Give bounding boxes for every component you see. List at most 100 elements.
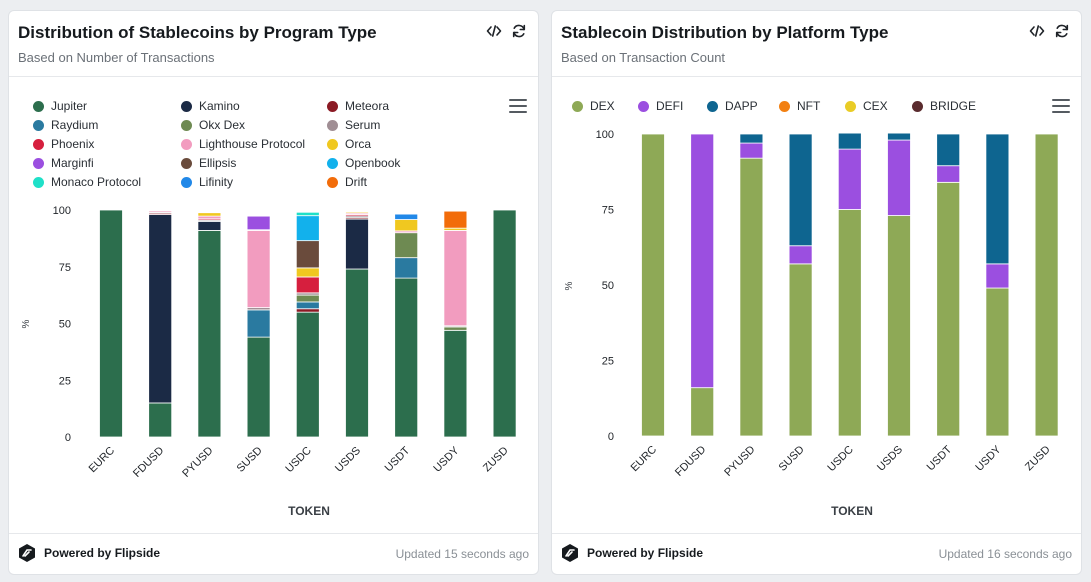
- bar-segment-usdc-orca[interactable]: [295, 267, 320, 278]
- card-title: Stablecoin Distribution by Platform Type: [561, 23, 889, 42]
- refresh-icon[interactable]: [1054, 23, 1070, 39]
- bar-segment-pyusd-kamino[interactable]: [197, 220, 222, 231]
- bar-segment-usdt-defi[interactable]: [936, 165, 961, 183]
- bar-segment-fdusd-jupiter[interactable]: [148, 402, 173, 438]
- legend-label: DAPP: [725, 99, 758, 113]
- bar-segment-usdc-dapp[interactable]: [837, 132, 862, 150]
- x-tick-label: FDUSD: [131, 445, 166, 480]
- card-subtitle: Based on Number of Transactions: [18, 50, 215, 65]
- legend-item-bridge[interactable]: BRIDGE: [912, 99, 976, 113]
- x-tick-label: SUSD: [235, 445, 265, 475]
- legend-item-openbook[interactable]: Openbook: [327, 156, 400, 170]
- bar-segment-usdt-dex[interactable]: [936, 181, 961, 437]
- bar-segment-usdy-okx-dex[interactable]: [443, 326, 468, 331]
- code-icon[interactable]: [1029, 23, 1045, 39]
- bar-segment-pyusd-defi[interactable]: [739, 142, 764, 159]
- legend-item-orca[interactable]: Orca: [327, 137, 371, 151]
- bar-segment-usds-kamino[interactable]: [345, 218, 369, 270]
- bar-segment-zusd-dex[interactable]: [1034, 133, 1059, 437]
- legend-item-jupiter[interactable]: Jupiter: [33, 99, 87, 113]
- legend-item-lifinity[interactable]: Lifinity: [181, 175, 233, 189]
- flipside-logo-icon: [562, 544, 578, 562]
- bar-segment-usdc-defi[interactable]: [837, 148, 862, 210]
- legend-item-marginfi[interactable]: Marginfi: [33, 156, 94, 170]
- legend-item-phoenix[interactable]: Phoenix: [33, 137, 94, 151]
- legend-item-drift[interactable]: Drift: [327, 175, 367, 189]
- bar-segment-usdt-raydium[interactable]: [394, 257, 419, 279]
- refresh-icon[interactable]: [511, 23, 527, 39]
- legend-item-dapp[interactable]: DAPP: [707, 99, 758, 113]
- code-icon[interactable]: [486, 23, 502, 39]
- legend-label: Lifinity: [199, 175, 234, 189]
- hamburger-menu-icon[interactable]: [1052, 99, 1070, 113]
- bar-segment-usds-dapp[interactable]: [887, 132, 911, 141]
- bar-segment-usdc-raydium[interactable]: [295, 301, 320, 310]
- powered-by-flipside-link[interactable]: Powered by Flipside: [560, 543, 703, 563]
- bar-segment-pyusd-orca[interactable]: [197, 212, 222, 217]
- bar-segment-usdt-lifinity[interactable]: [394, 213, 419, 220]
- bar-segment-usdt-dapp[interactable]: [936, 133, 961, 167]
- bar-segment-usdy-drift[interactable]: [443, 210, 468, 229]
- legend-item-meteora[interactable]: Meteora: [327, 99, 389, 113]
- bar-segment-eurc-jupiter[interactable]: [99, 209, 123, 438]
- legend-item-serum[interactable]: Serum: [327, 118, 380, 132]
- bar-segment-usdc-dex[interactable]: [837, 209, 862, 437]
- legend-item-cex[interactable]: CEX: [845, 99, 888, 113]
- legend-swatch: [327, 176, 338, 188]
- bar-segment-pyusd-jupiter[interactable]: [197, 230, 222, 438]
- bar-segment-susd-jupiter[interactable]: [246, 336, 271, 438]
- legend-item-ellipsis[interactable]: Ellipsis: [181, 156, 236, 170]
- bar-segment-susd-marginfi[interactable]: [246, 215, 271, 231]
- y-tick-label: 50: [602, 280, 614, 292]
- legend-item-raydium[interactable]: Raydium: [33, 118, 98, 132]
- bar-segment-usdc-ellipsis[interactable]: [295, 240, 320, 269]
- legend-item-lighthouse-protocol[interactable]: Lighthouse Protocol: [181, 137, 305, 151]
- bar-segment-susd-raydium[interactable]: [246, 309, 271, 338]
- legend-swatch: [33, 176, 44, 188]
- bar-segment-susd-lighthouse-protocol[interactable]: [246, 230, 271, 309]
- bar-segment-usdy-jupiter[interactable]: [443, 329, 468, 438]
- bar-segment-usdc-openbook[interactable]: [295, 215, 320, 242]
- powered-by-flipside-link[interactable]: Powered by Flipside: [17, 543, 160, 563]
- bar-segment-usds-dex[interactable]: [887, 215, 911, 437]
- legend-item-dex[interactable]: DEX: [572, 99, 615, 113]
- updated-timestamp: Updated 16 seconds ago: [938, 547, 1072, 561]
- bar-segment-usdy-dapp[interactable]: [985, 133, 1010, 265]
- bar-segment-pyusd-dapp[interactable]: [739, 133, 764, 144]
- bar-segment-fdusd-defi[interactable]: [690, 133, 715, 389]
- bar-segment-usdc-monaco-protocol[interactable]: [295, 211, 320, 217]
- bar-segment-usds-jupiter[interactable]: [345, 268, 369, 438]
- legend-item-kamino[interactable]: Kamino: [181, 99, 240, 113]
- legend-swatch: [181, 157, 192, 169]
- legend-swatch: [33, 119, 44, 131]
- bar-segment-usdy-dex[interactable]: [985, 287, 1010, 437]
- bar-segment-zusd-jupiter[interactable]: [492, 209, 517, 438]
- bar-segment-fdusd-kamino[interactable]: [148, 214, 173, 404]
- bar-segment-usds-defi[interactable]: [887, 139, 911, 216]
- bar-segment-susd-dex[interactable]: [788, 263, 813, 437]
- flipside-logo-icon: [19, 544, 35, 562]
- bar-segment-fdusd-lighthouse-protocol[interactable]: [148, 210, 173, 213]
- legend-item-okx-dex[interactable]: Okx Dex: [181, 118, 245, 132]
- bar-segment-eurc-dex[interactable]: [641, 133, 665, 437]
- legend-item-nft[interactable]: NFT: [779, 99, 820, 113]
- bar-segment-usdt-orca[interactable]: [394, 219, 419, 232]
- bar-segment-pyusd-lighthouse-protocol[interactable]: [197, 215, 222, 220]
- bar-segment-usdc-jupiter[interactable]: [295, 311, 320, 438]
- bar-segment-usdy-lighthouse-protocol[interactable]: [443, 230, 468, 327]
- bar-segment-susd-defi[interactable]: [788, 245, 813, 265]
- legend-swatch: [707, 100, 718, 112]
- legend-item-monaco-protocol[interactable]: Monaco Protocol: [33, 175, 141, 189]
- legend-item-defi[interactable]: DEFI: [638, 99, 683, 113]
- bar-segment-usdc-meteora[interactable]: [295, 308, 320, 313]
- bar-segment-usdc-okx-dex[interactable]: [295, 294, 320, 303]
- bar-segment-usds-orca[interactable]: [345, 211, 369, 214]
- bar-segment-usdt-jupiter[interactable]: [394, 277, 419, 438]
- bar-segment-usdc-phoenix[interactable]: [295, 276, 320, 294]
- bar-segment-fdusd-dex[interactable]: [690, 387, 715, 437]
- bar-segment-pyusd-dex[interactable]: [739, 157, 764, 437]
- bar-segment-usdt-okx-dex[interactable]: [394, 232, 419, 259]
- bar-segment-usdy-defi[interactable]: [985, 263, 1010, 289]
- bar-segment-susd-dapp[interactable]: [788, 133, 813, 247]
- hamburger-menu-icon[interactable]: [509, 99, 527, 113]
